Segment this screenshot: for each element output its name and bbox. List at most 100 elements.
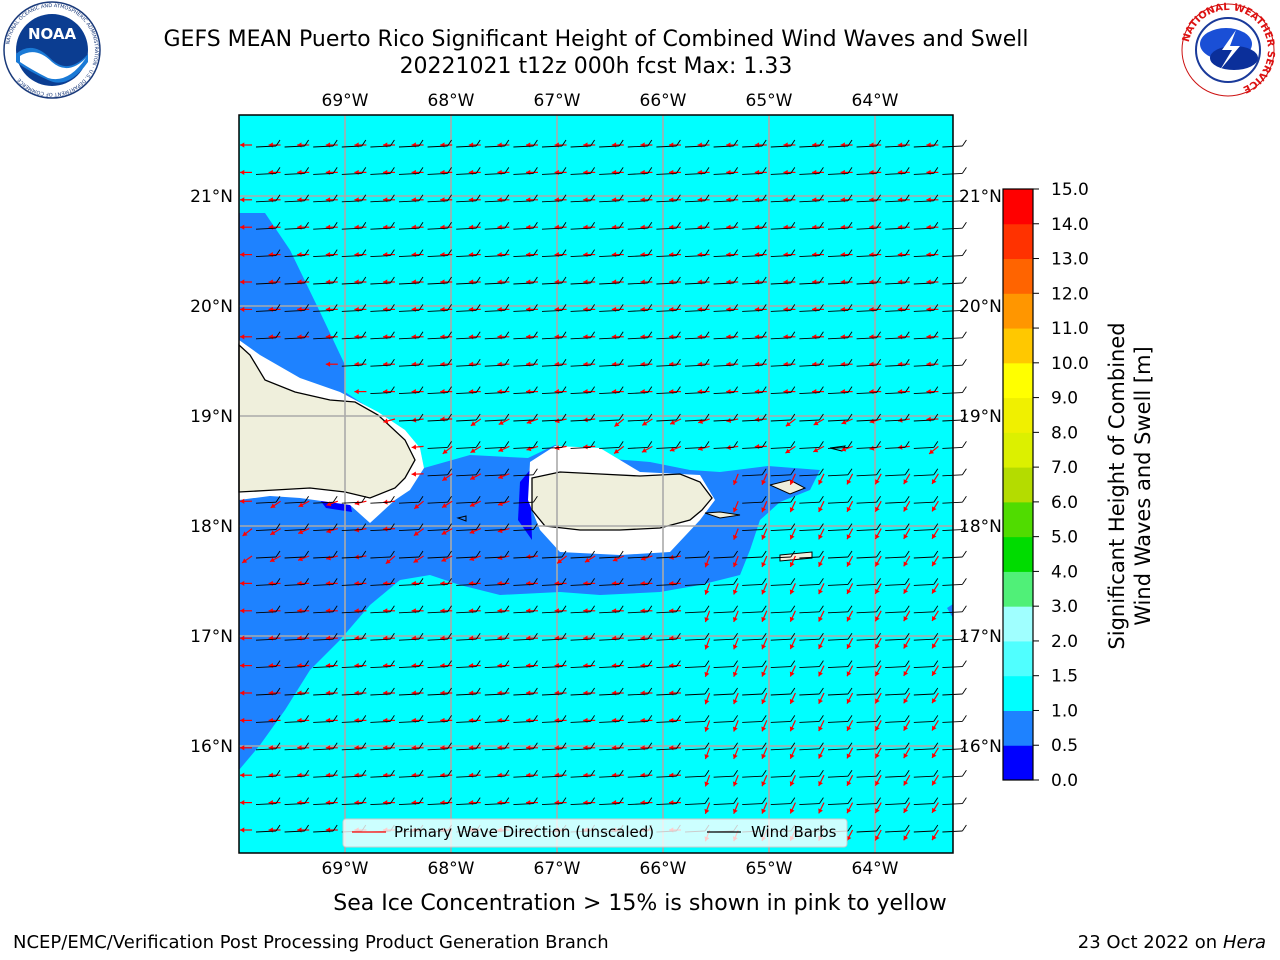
wind-barb-staff — [456, 666, 477, 669]
wind-barb-staff — [255, 227, 277, 230]
wind-barb-flag — [304, 194, 309, 202]
wind-barb-flag — [676, 660, 681, 667]
wind-barb-flag — [819, 276, 824, 284]
wind-barb-flag — [561, 578, 567, 585]
wind-barb-flag — [618, 221, 624, 229]
wind-barb-staff — [684, 282, 706, 285]
wind-barb-flag — [332, 194, 338, 202]
wind-barb-flag — [819, 441, 824, 448]
wind-barb-staff — [484, 309, 505, 312]
wind-barb-staff — [456, 282, 477, 285]
wind-barb-flag — [332, 523, 338, 530]
wind-barb-staff — [341, 720, 362, 723]
wind-barb-flag — [647, 139, 653, 147]
wind-barb-flag — [418, 221, 424, 229]
wind-barb-staff — [284, 172, 305, 175]
wind-barb-staff — [713, 392, 734, 395]
wind-barb-flag — [790, 715, 796, 722]
wind-barb-staff — [770, 529, 791, 532]
wind-barb-staff — [513, 474, 534, 477]
wind-barb-flag — [418, 358, 424, 366]
wave-arrow-head — [932, 698, 937, 704]
wind-barb-flag — [904, 605, 910, 613]
wind-barb-staff — [742, 775, 763, 778]
wind-barb-staff — [313, 282, 334, 285]
wave-arrow-head — [526, 554, 531, 560]
wind-barb-staff — [913, 638, 934, 641]
wind-barb-flag — [733, 605, 738, 613]
wind-barb-staff — [856, 638, 877, 641]
wind-barb-flag — [447, 797, 452, 804]
wind-barb-staff — [799, 748, 820, 751]
wind-barb-flag — [590, 304, 595, 311]
wind-barb-flag — [962, 769, 967, 777]
wind-barb-staff — [885, 392, 906, 395]
wind-barb-staff — [627, 638, 648, 641]
wind-barb-flag — [590, 413, 595, 421]
wind-barb-staff — [255, 583, 277, 586]
wave-arrow-head — [470, 421, 476, 426]
wind-barb-flag — [332, 605, 338, 613]
wind-barb-staff — [456, 556, 477, 559]
wind-barb-staff — [255, 830, 277, 833]
wind-barb-flag — [418, 523, 424, 530]
wind-barb-flag — [332, 276, 338, 284]
wind-barb-flag — [647, 358, 653, 366]
wind-barb-flag — [704, 550, 710, 558]
colorbar-segment — [1003, 640, 1033, 677]
wind-barb-flag — [962, 331, 967, 339]
wave-arrow-head — [789, 753, 795, 759]
wind-barb-staff — [513, 309, 534, 312]
wind-barb-flag — [590, 358, 595, 366]
wind-barb-staff — [541, 337, 563, 340]
wind-barb-staff — [313, 803, 334, 806]
wind-barb-flag — [475, 441, 481, 448]
wind-barb-flag — [390, 276, 395, 284]
wind-barb-staff — [370, 583, 391, 586]
wind-barb-flag — [904, 824, 910, 832]
wind-barb-staff — [570, 364, 591, 367]
wave-arrow-head — [932, 725, 937, 731]
wind-barb-flag — [962, 358, 967, 366]
wind-barb-staff — [513, 803, 534, 806]
wind-barb-flag — [533, 605, 538, 613]
wind-barb-flag — [475, 550, 481, 558]
wind-barb-flag — [761, 276, 767, 284]
wind-barb-flag — [962, 824, 967, 832]
wind-barb-staff — [856, 556, 877, 559]
wind-barb-flag — [647, 331, 653, 339]
wind-barb-staff — [656, 227, 677, 230]
wave-arrow-head — [498, 447, 504, 452]
wind-barb-flag — [504, 413, 510, 421]
wind-barb-flag — [590, 578, 595, 585]
wind-barb-flag — [361, 523, 367, 530]
wind-barb-staff — [427, 145, 448, 148]
wind-barb-staff — [799, 803, 820, 806]
wind-barb-flag — [847, 687, 853, 695]
wind-barb-flag — [847, 715, 853, 722]
wave-arrow-head — [903, 753, 909, 759]
wind-barb-flag — [933, 358, 939, 366]
wind-barb-flag — [647, 441, 653, 448]
wind-barb-staff — [599, 693, 620, 696]
wave-arrow-head — [875, 835, 880, 841]
wind-barb-staff — [313, 748, 334, 751]
wind-barb-staff — [684, 309, 706, 312]
wind-barb-flag — [504, 139, 510, 147]
wind-barb-staff — [913, 775, 934, 778]
wind-barb-staff — [656, 583, 677, 586]
wave-arrow-head — [789, 698, 795, 704]
wave-arrow-head — [732, 753, 738, 759]
wind-barb-staff — [541, 309, 563, 312]
wind-barb-flag — [676, 276, 681, 284]
wind-barb-staff — [856, 830, 877, 833]
wind-barb-flag — [533, 468, 538, 476]
wind-barb-staff — [713, 282, 734, 285]
wave-arrow-head — [903, 698, 909, 704]
wind-barb-staff — [627, 720, 648, 723]
wind-barb-staff — [570, 803, 591, 806]
wind-barb-flag — [533, 578, 538, 585]
wind-barb-flag — [704, 605, 710, 613]
wind-barb-flag — [361, 769, 367, 777]
wave-height-field — [238, 115, 953, 853]
